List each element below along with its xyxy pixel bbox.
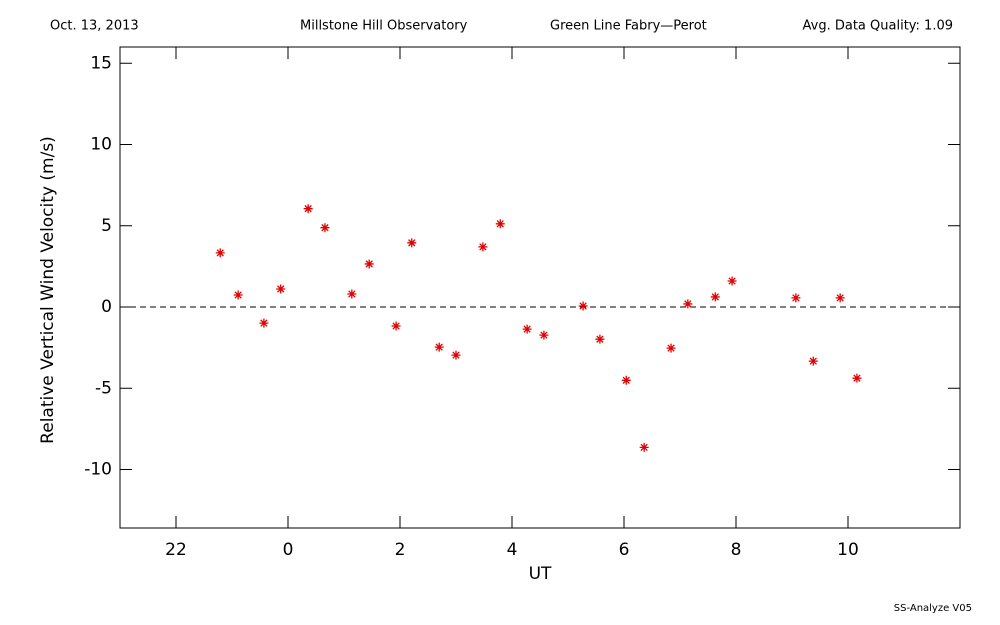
y-tick-label: 5 (101, 216, 112, 236)
plot-frame (119, 46, 961, 529)
point (259, 318, 269, 328)
footer: SS-Analyze V05 (894, 603, 972, 614)
point (539, 330, 549, 340)
point (639, 442, 649, 452)
point (852, 373, 862, 383)
point (451, 350, 461, 360)
x-tick-label: 6 (619, 540, 630, 560)
x-tick-label: 10 (837, 540, 859, 560)
x-axis-label: UT (529, 564, 552, 584)
x-tick-label: 4 (507, 540, 518, 560)
point (347, 289, 357, 299)
y-tick-label: 10 (90, 135, 112, 155)
point (727, 276, 737, 286)
y-tick-label: 0 (101, 297, 112, 317)
point (666, 343, 676, 353)
instrument: Green Line Fabry—Perot (550, 19, 707, 34)
point (522, 324, 532, 334)
x-tick-label: 22 (165, 540, 187, 560)
point (391, 321, 401, 331)
point (364, 259, 374, 269)
point (233, 290, 243, 300)
point (303, 204, 313, 214)
x-tick-label: 0 (283, 540, 294, 560)
point (835, 293, 845, 303)
point (595, 334, 605, 344)
point (621, 375, 631, 385)
y-tick-label: -10 (84, 460, 112, 480)
point (578, 301, 588, 311)
point (808, 356, 818, 366)
point (710, 292, 720, 302)
data-quality: Avg. Data Quality: 1.09 (803, 19, 953, 34)
point (276, 284, 286, 294)
point (495, 219, 505, 229)
point (434, 342, 444, 352)
point (407, 238, 417, 248)
y-axis-label: Relative Vertical Wind Velocity (m/s) (38, 136, 58, 444)
point (683, 299, 693, 309)
observatory: Millstone Hill Observatory (300, 19, 468, 34)
x-tick-label: 2 (395, 540, 406, 560)
date: Oct. 13, 2013 (50, 19, 139, 34)
y-tick-label: -5 (95, 378, 112, 398)
point (215, 248, 225, 258)
point (791, 293, 801, 303)
point (320, 223, 330, 233)
x-tick-label: 8 (731, 540, 742, 560)
y-tick-label: 15 (90, 53, 112, 73)
point (478, 242, 488, 252)
